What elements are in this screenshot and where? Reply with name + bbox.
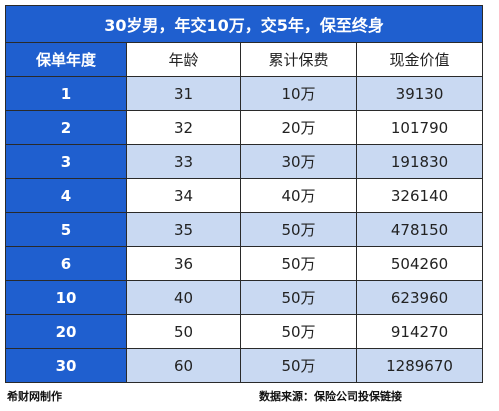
row-policy-year: 4 — [5, 178, 127, 213]
row-cash-value: 623960 — [355, 280, 484, 315]
row-cash-value: 1289670 — [355, 348, 484, 383]
row-policy-year: 30 — [5, 348, 127, 383]
cash-value-table: 30岁男，年交10万，交5年，保至终身 保单年度 年龄 累计保费 现金价值 1 … — [4, 5, 484, 383]
table-row: 20 50 50万 914270 — [5, 314, 484, 349]
row-premium: 50万 — [240, 348, 357, 383]
row-premium: 50万 — [240, 280, 357, 315]
row-cash-value: 326140 — [355, 178, 484, 213]
row-policy-year: 20 — [5, 314, 127, 349]
table-row: 6 36 50万 504260 — [5, 246, 484, 281]
row-age: 31 — [126, 76, 241, 111]
table-header-row: 保单年度 年龄 累计保费 现金价值 — [5, 42, 484, 77]
row-cash-value: 504260 — [355, 246, 484, 281]
table-row: 5 35 50万 478150 — [5, 212, 484, 247]
row-age: 34 — [126, 178, 241, 213]
row-cash-value: 39130 — [355, 76, 484, 111]
table-title-row: 30岁男，年交10万，交5年，保至终身 — [4, 5, 484, 43]
row-age: 60 — [126, 348, 241, 383]
table-row: 4 34 40万 326140 — [5, 178, 484, 213]
header-age: 年龄 — [126, 42, 241, 77]
header-cash-value: 现金价值 — [355, 42, 484, 77]
row-premium: 50万 — [240, 212, 357, 247]
row-policy-year: 1 — [5, 76, 127, 111]
table-row: 10 40 50万 623960 — [5, 280, 484, 315]
row-policy-year: 5 — [5, 212, 127, 247]
table-row: 2 32 20万 101790 — [5, 110, 484, 145]
row-policy-year: 10 — [5, 280, 127, 315]
row-age: 35 — [126, 212, 241, 247]
row-premium: 40万 — [240, 178, 357, 213]
header-cumulative-premium: 累计保费 — [240, 42, 357, 77]
row-premium: 30万 — [240, 144, 357, 179]
row-policy-year: 2 — [5, 110, 127, 145]
table-title: 30岁男，年交10万，交5年，保至终身 — [4, 5, 484, 43]
table-row: 1 31 10万 39130 — [5, 76, 484, 111]
row-premium: 50万 — [240, 246, 357, 281]
row-age: 32 — [126, 110, 241, 145]
table-row: 30 60 50万 1289670 — [5, 348, 484, 383]
row-policy-year: 6 — [5, 246, 127, 281]
row-age: 36 — [126, 246, 241, 281]
footer-credit: 希财网制作 — [7, 390, 62, 403]
row-cash-value: 101790 — [355, 110, 484, 145]
row-policy-year: 3 — [5, 144, 127, 179]
row-age: 40 — [126, 280, 241, 315]
footer: 希财网制作 数据来源：保险公司投保链接 — [7, 388, 479, 404]
row-cash-value: 478150 — [355, 212, 484, 247]
footer-data-source: 数据来源：保险公司投保链接 — [259, 390, 402, 403]
row-cash-value: 914270 — [355, 314, 484, 349]
table-row: 3 33 30万 191830 — [5, 144, 484, 179]
row-premium: 10万 — [240, 76, 357, 111]
cash-value-table-container: 30岁男，年交10万，交5年，保至终身 保单年度 年龄 累计保费 现金价值 1 … — [4, 5, 484, 383]
row-premium: 50万 — [240, 314, 357, 349]
row-age: 50 — [126, 314, 241, 349]
header-policy-year: 保单年度 — [5, 42, 127, 77]
row-cash-value: 191830 — [355, 144, 484, 179]
row-age: 33 — [126, 144, 241, 179]
row-premium: 20万 — [240, 110, 357, 145]
